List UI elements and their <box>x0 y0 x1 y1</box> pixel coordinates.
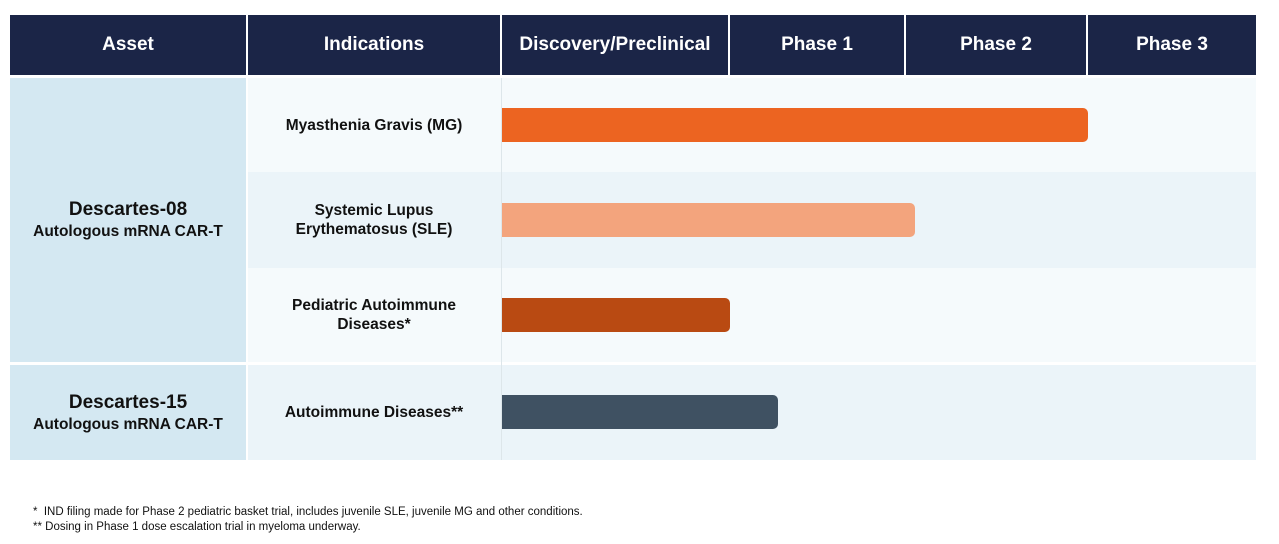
asset-subtitle: Autologous mRNA CAR-T <box>33 415 223 433</box>
header-asset: Asset <box>10 15 246 75</box>
progress-bar-autoimmune <box>502 395 778 429</box>
indication-label: Systemic Lupus Erythematosus (SLE) <box>295 202 453 238</box>
asset-subtitle: Autologous mRNA CAR-T <box>33 223 223 240</box>
footnote: * IND filing made for Phase 2 pediatric … <box>33 506 583 518</box>
asset-name: Descartes-15 <box>68 391 188 413</box>
indication-label: Pediatric Autoimmune Diseases* <box>292 297 456 333</box>
indication-label: Myasthenia Gravis (MG) <box>285 116 463 134</box>
footnotes: * IND filing made for Phase 2 pediatric … <box>33 505 583 535</box>
header-indications: Indications <box>248 15 500 75</box>
header-phase-3: Phase 3 <box>1088 15 1256 75</box>
pipeline-chart: Asset Indications Discovery/Preclinical … <box>10 15 1256 460</box>
asset-name: Descartes-08 <box>68 199 188 220</box>
column-divider <box>501 78 502 460</box>
footnote: ** Dosing in Phase 1 dose escalation tri… <box>33 521 361 533</box>
progress-bar-mg <box>502 108 1088 142</box>
indication-label: Autoimmune Diseases** <box>284 404 464 421</box>
progress-bar-sle <box>502 203 916 237</box>
progress-bar-pediatric <box>502 298 730 332</box>
asset-descartes-15: Descartes-15 Autologous mRNA CAR-T <box>10 365 246 460</box>
header-phase-discovery: Discovery/Preclinical <box>502 15 728 75</box>
header-phase-2: Phase 2 <box>906 15 1086 75</box>
row-background <box>248 268 1256 362</box>
header-phase-1: Phase 1 <box>730 15 904 75</box>
asset-descartes-08: Descartes-08 Autologous mRNA CAR-T <box>10 78 246 362</box>
